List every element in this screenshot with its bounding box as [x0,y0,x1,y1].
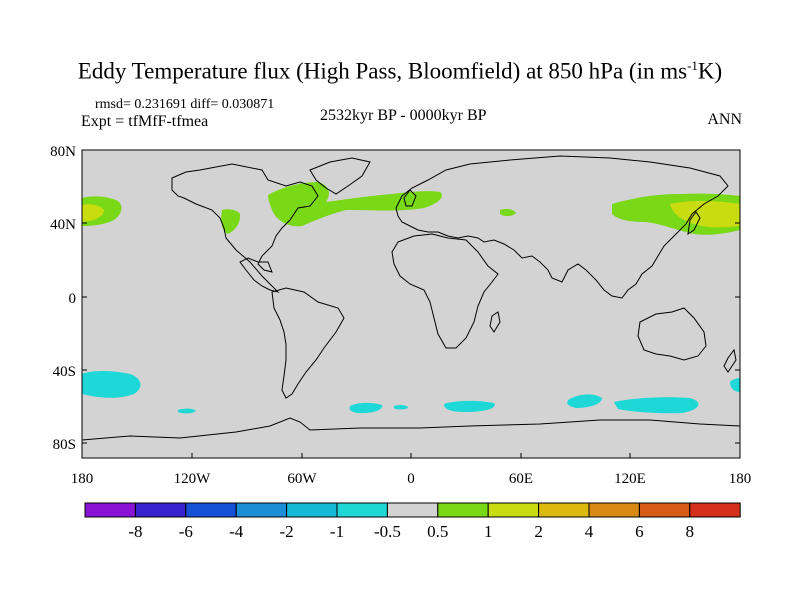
coast-madagascar [489,311,501,333]
coast-australia [637,307,707,361]
anomaly-southern-ocean-indian-b [567,394,602,408]
anomaly-north-atlantic-small [500,209,516,217]
lon-label-120w: 120W [174,471,212,487]
colorbar-label-4: -2 [280,522,294,541]
colorbar-label-8: 1 [484,522,493,541]
lon-label-60w: 60W [287,471,317,487]
colorbar-label-11: 6 [635,522,644,541]
coast-uk [403,189,417,207]
axis-ticks [81,149,741,458]
coast-south-america [271,287,345,399]
colorbar-box-12 [638,502,691,518]
anomaly-north-america-west [221,209,241,234]
colorbar-box-1 [84,502,136,518]
colorbar-box-3 [185,502,237,518]
colorbar-label-9: 2 [534,522,543,541]
anomaly-southern-ocean-pacific-east [730,378,740,392]
colorbar-label-3: -4 [229,522,244,541]
colorbar-box-10 [538,502,590,518]
season-label: ANN [707,111,742,128]
coast-greenland [309,157,371,195]
lat-label-80n: 80N [50,144,76,160]
colorbar-label-12: 8 [686,522,695,541]
anomaly-southern-ocean-pacific-small [178,408,196,414]
period-label: 2532kyr BP - 0000kyr BP [320,107,487,124]
anomaly-north-atlantic [268,182,443,227]
colorbar-label-5: -1 [330,522,344,541]
anomaly-southern-ocean-indian-c [614,397,699,414]
lon-label-120e: 120E [614,471,646,487]
colorbar-label-2: -6 [179,522,193,541]
lat-label-0: 0 [69,291,77,307]
lon-label-180e: 180 [729,471,752,487]
colorbar-box-8 [437,502,489,518]
lon-label-60e: 60E [509,471,533,487]
lat-label-80s: 80S [53,437,76,453]
anomaly-southern-ocean-indian-a [444,400,495,412]
colorbar-box-5 [286,502,338,518]
chart-title: Eddy Temperature flux (High Pass, Bloomf… [0,58,800,85]
anomaly-southern-ocean-pacific [82,371,141,398]
title-main: Eddy Temperature flux (High Pass, Bloomf… [77,58,688,84]
coastlines [82,155,740,441]
coast-japan [687,211,701,236]
anomaly-southern-ocean-atlantic-small [394,404,408,410]
colorbar [84,502,741,518]
coast-eurasia [395,155,729,299]
stats-line: rmsd= 0.231691 diff= 0.030871 [95,97,275,112]
colorbar-label-7: 0.5 [427,522,448,541]
colorbar-box-7 [386,502,439,518]
colorbar-label-6: -0.5 [374,522,401,541]
colorbar-box-2 [134,502,187,518]
lon-label-180w: 180 [71,471,94,487]
coast-antarctica [82,417,740,441]
coast-north-america [171,163,319,293]
experiment-label: Expt = tfMfF-tfmea [81,113,209,130]
lon-label-0: 0 [407,471,415,487]
lat-label-40n: 40N [50,217,76,233]
anomaly-north-pacific-east-core [82,204,104,222]
colorbar-label-1: -8 [128,522,142,541]
coast-new-zealand [723,348,737,373]
colorbar-label-10: 4 [585,522,594,541]
colorbar-box-11 [588,502,640,518]
anomaly-southern-ocean-atlantic [349,402,383,414]
title-superscript: -1 [687,58,698,73]
colorbar-box-4 [235,502,288,518]
title-end: K) [697,58,723,84]
colorbar-box-9 [487,502,540,518]
lat-label-40s: 40S [53,364,76,380]
colorbar-box-13 [689,502,741,518]
colorbar-box-6 [336,502,388,518]
coast-africa [391,233,499,349]
